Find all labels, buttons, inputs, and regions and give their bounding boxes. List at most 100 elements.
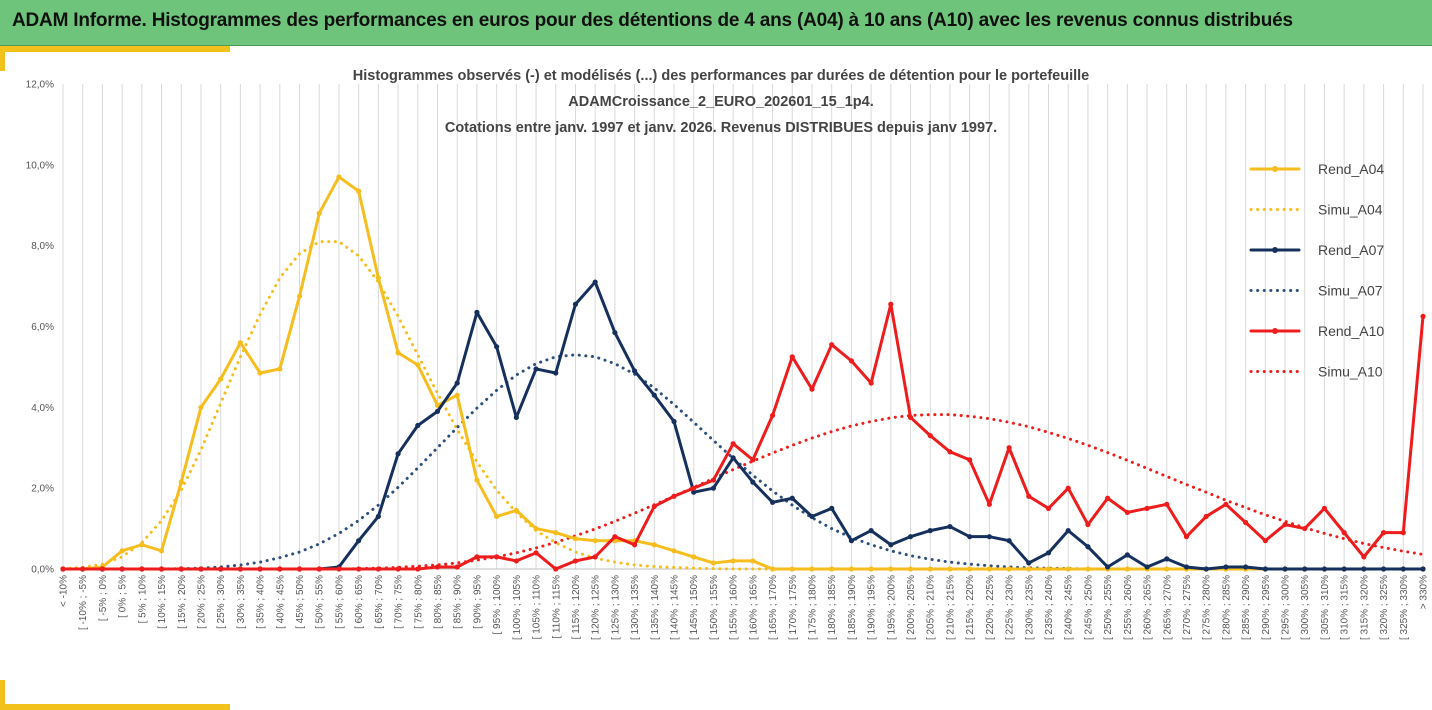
data-point xyxy=(139,566,145,572)
legend-marker xyxy=(1272,328,1278,334)
data-point xyxy=(316,210,322,216)
data-point xyxy=(434,402,441,408)
data-point xyxy=(434,408,441,414)
series-rend-a10 xyxy=(60,301,1426,572)
x-tick-label: [ 230% ; 235% xyxy=(1024,575,1035,640)
x-tick-label: [ 55% ; 60% xyxy=(334,575,345,629)
series-line xyxy=(61,240,1425,571)
data-point xyxy=(1420,313,1426,319)
x-tick-label: [ 100% ; 105% xyxy=(512,575,523,640)
data-point xyxy=(967,457,973,463)
data-point xyxy=(1026,493,1032,499)
data-point xyxy=(947,566,953,572)
x-tick-label: [ 220% ; 225% xyxy=(985,575,996,640)
x-tick-label: [ 5% ; 10% xyxy=(137,575,148,623)
data-point xyxy=(553,530,559,536)
data-point xyxy=(1006,445,1012,451)
x-tick-label: [ 150% ; 155% xyxy=(709,575,720,640)
data-point xyxy=(513,558,519,564)
data-point xyxy=(119,548,125,554)
data-point xyxy=(395,350,401,356)
data-point xyxy=(907,414,914,421)
data-point xyxy=(1085,521,1091,528)
data-point xyxy=(829,505,835,511)
x-tick-label: [ 325% ; 330% xyxy=(1399,575,1410,640)
data-point xyxy=(1105,564,1111,570)
data-point xyxy=(750,479,756,485)
data-point xyxy=(1085,566,1091,572)
data-point xyxy=(1400,566,1406,572)
x-tick-label: [ 10% ; 15% xyxy=(157,575,168,629)
x-tick-label: [ -5% ; 0% xyxy=(98,575,109,621)
data-point xyxy=(218,376,224,382)
x-tick-label: [ 140% ; 145% xyxy=(670,575,681,640)
data-point xyxy=(198,404,204,410)
data-point xyxy=(730,455,736,461)
y-tick-label: 4,0% xyxy=(31,403,54,414)
data-point xyxy=(415,566,421,572)
x-tick-label: [ 155% ; 160% xyxy=(729,575,740,640)
data-point xyxy=(1282,566,1288,572)
x-tick-label: [ 115% ; 120% xyxy=(571,575,582,639)
data-point xyxy=(198,566,204,572)
x-tick-label: [ 50% ; 55% xyxy=(315,575,326,629)
data-point xyxy=(533,366,539,372)
x-axis-tick-labels: < -10% [ -10% ; -5% [ -5% ; 0% [ 0% ; 5% [ 5… xyxy=(59,575,1430,640)
data-point xyxy=(1045,566,1052,572)
data-point xyxy=(612,534,618,540)
data-point xyxy=(1164,566,1170,572)
data-point xyxy=(809,513,815,520)
data-point xyxy=(769,499,776,505)
data-point xyxy=(750,457,756,463)
x-tick-label: [ 315% ; 320% xyxy=(1359,575,1370,640)
legend-label: Simu_A10 xyxy=(1318,364,1383,380)
y-tick-label: 8,0% xyxy=(31,241,54,252)
legend-label: Rend_A07 xyxy=(1318,242,1384,258)
data-point xyxy=(671,418,677,425)
chart-title-line-1: Histogrammes observés (-) et modélisés (… xyxy=(353,68,1089,84)
x-tick-label: [ 185% ; 190% xyxy=(847,575,858,640)
data-point xyxy=(651,503,657,509)
chart-title: Histogrammes observés (-) et modélisés (… xyxy=(353,68,1089,136)
x-tick-label: [ 0% ; 5% xyxy=(118,575,129,618)
x-tick-label: [ 320% ; 325% xyxy=(1379,575,1390,640)
data-point xyxy=(494,554,500,560)
data-point xyxy=(1183,564,1190,570)
series-simu-a07 xyxy=(61,353,1425,571)
data-point xyxy=(710,485,717,491)
accent-bar-bottom xyxy=(0,704,230,710)
data-point xyxy=(1302,525,1308,532)
performance-histogram-chart: 0,0% 2,0% 4,0% 6,0% 8,0% 10,0% 12,0% < -10% [ -… xyxy=(26,68,1430,640)
x-tick-label: [ 135% ; 140% xyxy=(650,575,661,640)
data-point xyxy=(395,566,401,572)
data-point xyxy=(1045,550,1052,556)
data-point xyxy=(178,566,184,572)
legend-label: Rend_A10 xyxy=(1318,323,1384,339)
x-tick-label: [ 265% ; 270% xyxy=(1162,575,1173,640)
x-tick-label: [ 210% ; 215% xyxy=(945,575,956,640)
x-tick-label: [ 110% ; 115% xyxy=(551,575,562,639)
accent-bar-left-top xyxy=(0,46,5,71)
report-header: ADAM Informe. Histogrammes des performan… xyxy=(0,0,1432,46)
x-tick-label: [ 190% ; 195% xyxy=(867,575,878,640)
x-tick-label: [ 175% ; 180% xyxy=(807,575,818,640)
data-point xyxy=(750,558,756,564)
accent-bar-left-bottom xyxy=(0,680,5,710)
data-point xyxy=(1302,566,1308,572)
data-point xyxy=(927,566,933,572)
data-point xyxy=(356,538,362,544)
x-tick-label: [ 270% ; 275% xyxy=(1182,575,1193,640)
x-tick-label: [ 295% ; 300% xyxy=(1281,575,1292,640)
data-point xyxy=(710,477,717,483)
data-point xyxy=(474,554,480,560)
series-rend-a07 xyxy=(60,279,1426,572)
x-tick-label: [ 245% ; 250% xyxy=(1083,575,1094,640)
data-point xyxy=(395,451,401,457)
x-tick-label: [ 300% ; 305% xyxy=(1300,575,1311,640)
data-point xyxy=(454,564,460,570)
data-point xyxy=(80,566,86,572)
data-point xyxy=(572,536,579,542)
data-point xyxy=(415,422,421,429)
data-point xyxy=(1420,566,1426,572)
y-axis-tick-labels: 0,0% 2,0% 4,0% 6,0% 8,0% 10,0% 12,0% xyxy=(26,80,54,576)
